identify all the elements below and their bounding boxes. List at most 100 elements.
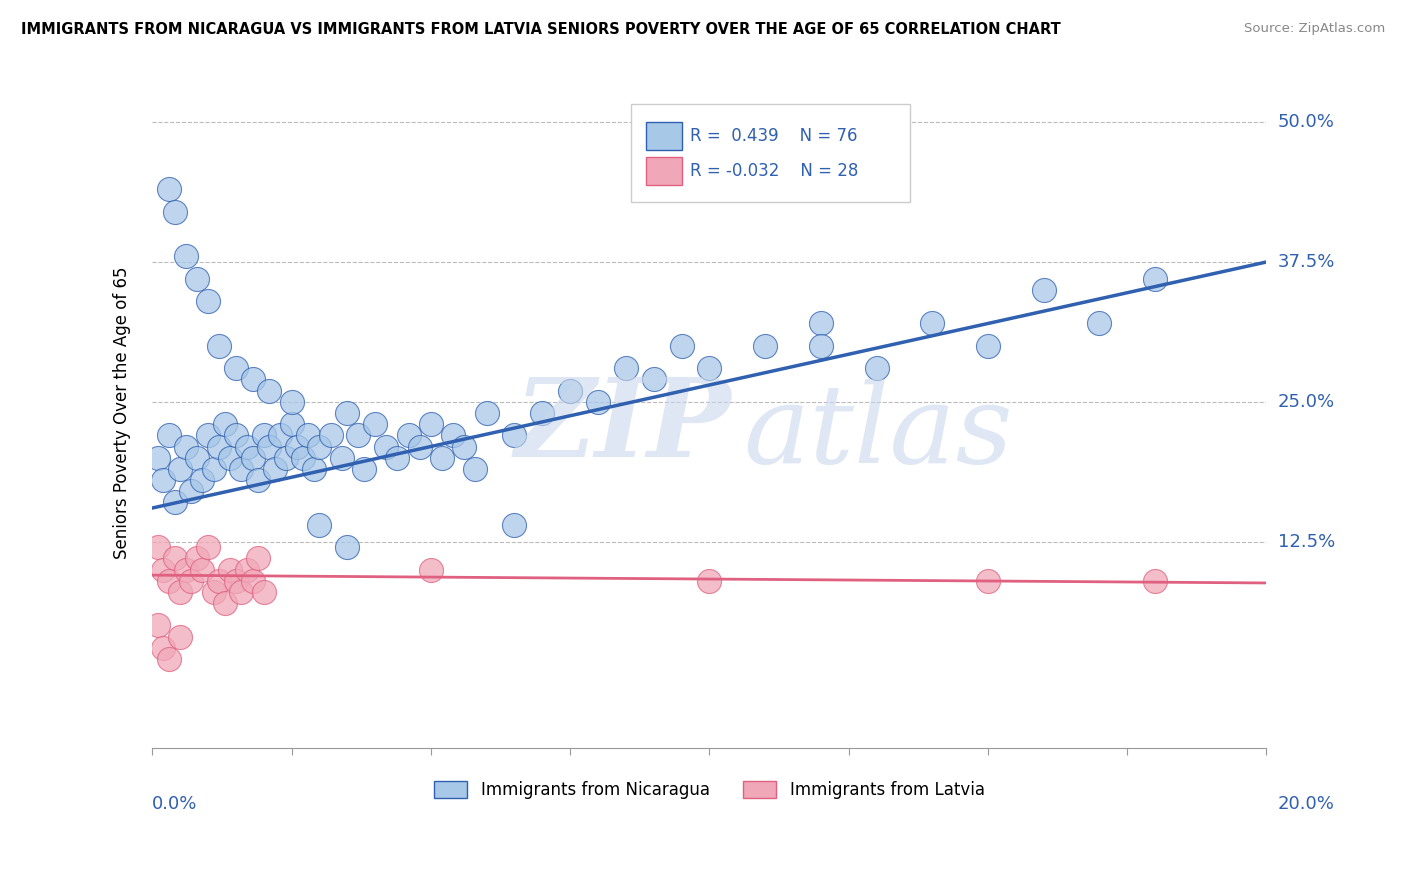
Point	[330, 450, 353, 465]
Legend: Immigrants from Nicaragua, Immigrants from Latvia: Immigrants from Nicaragua, Immigrants fr…	[426, 772, 993, 807]
Point	[197, 294, 219, 309]
Point	[202, 585, 225, 599]
Point	[208, 440, 231, 454]
Point	[1144, 574, 1167, 588]
Point	[398, 428, 420, 442]
Point	[280, 417, 302, 431]
Text: 50.0%: 50.0%	[1278, 113, 1334, 131]
Point	[242, 372, 264, 386]
Point	[208, 339, 231, 353]
Point	[921, 317, 943, 331]
FancyBboxPatch shape	[631, 104, 910, 202]
Point	[163, 204, 186, 219]
Point	[503, 428, 526, 442]
Text: 20.0%: 20.0%	[1278, 796, 1334, 814]
Point	[157, 652, 180, 666]
Point	[699, 361, 721, 376]
Point	[586, 394, 609, 409]
Point	[146, 540, 169, 554]
Point	[174, 249, 197, 263]
Point	[247, 473, 270, 487]
Point	[208, 574, 231, 588]
Point	[253, 585, 276, 599]
Point	[336, 540, 359, 554]
Point	[475, 406, 498, 420]
Point	[285, 440, 308, 454]
Point	[671, 339, 693, 353]
Point	[214, 596, 236, 610]
Point	[219, 450, 242, 465]
Point	[754, 339, 776, 353]
Point	[180, 484, 202, 499]
Point	[219, 562, 242, 576]
Point	[419, 562, 441, 576]
Point	[191, 473, 214, 487]
Point	[291, 450, 314, 465]
Point	[464, 462, 486, 476]
Text: R =  0.439    N = 76: R = 0.439 N = 76	[690, 127, 858, 145]
Point	[157, 428, 180, 442]
Point	[191, 562, 214, 576]
Point	[236, 440, 259, 454]
Point	[353, 462, 375, 476]
Point	[558, 384, 581, 398]
Text: IMMIGRANTS FROM NICARAGUA VS IMMIGRANTS FROM LATVIA SENIORS POVERTY OVER THE AGE: IMMIGRANTS FROM NICARAGUA VS IMMIGRANTS …	[21, 22, 1062, 37]
Point	[247, 551, 270, 566]
Point	[197, 428, 219, 442]
Point	[280, 394, 302, 409]
Point	[336, 406, 359, 420]
Point	[152, 562, 174, 576]
Point	[531, 406, 554, 420]
Point	[810, 317, 832, 331]
Point	[180, 574, 202, 588]
Point	[364, 417, 387, 431]
Point	[302, 462, 325, 476]
Point	[430, 450, 453, 465]
Point	[146, 618, 169, 632]
Point	[163, 551, 186, 566]
Point	[152, 473, 174, 487]
Point	[225, 428, 247, 442]
Point	[453, 440, 475, 454]
Point	[231, 585, 253, 599]
Point	[1144, 272, 1167, 286]
Point	[186, 450, 208, 465]
Point	[699, 574, 721, 588]
Point	[614, 361, 637, 376]
Point	[503, 517, 526, 532]
Point	[231, 462, 253, 476]
Y-axis label: Seniors Poverty Over the Age of 65: Seniors Poverty Over the Age of 65	[114, 267, 131, 559]
Text: 25.0%: 25.0%	[1278, 392, 1334, 411]
Point	[263, 462, 285, 476]
Point	[225, 574, 247, 588]
Text: 12.5%: 12.5%	[1278, 533, 1334, 550]
Point	[174, 440, 197, 454]
Point	[152, 640, 174, 655]
Point	[253, 428, 276, 442]
Point	[257, 384, 280, 398]
Point	[163, 495, 186, 509]
Point	[146, 450, 169, 465]
Point	[865, 361, 887, 376]
Point	[810, 339, 832, 353]
Point	[236, 562, 259, 576]
Point	[643, 372, 665, 386]
Point	[257, 440, 280, 454]
FancyBboxPatch shape	[645, 157, 682, 185]
Point	[225, 361, 247, 376]
Text: ZIP: ZIP	[515, 373, 731, 480]
FancyBboxPatch shape	[645, 121, 682, 150]
Text: 37.5%: 37.5%	[1278, 253, 1336, 271]
Point	[174, 562, 197, 576]
Point	[197, 540, 219, 554]
Point	[308, 517, 330, 532]
Point	[319, 428, 342, 442]
Point	[408, 440, 430, 454]
Point	[977, 574, 1000, 588]
Point	[1088, 317, 1111, 331]
Text: 0.0%: 0.0%	[152, 796, 198, 814]
Point	[186, 551, 208, 566]
Point	[297, 428, 319, 442]
Point	[157, 574, 180, 588]
Point	[186, 272, 208, 286]
